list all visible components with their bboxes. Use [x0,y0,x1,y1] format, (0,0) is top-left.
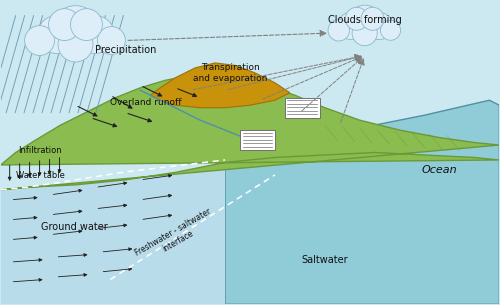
Bar [285,98,320,118]
Text: Overland runoff: Overland runoff [110,98,182,107]
Polygon shape [225,100,499,304]
Circle shape [361,7,384,30]
Circle shape [352,20,377,46]
Text: Saltwater: Saltwater [302,254,348,264]
Circle shape [346,5,382,41]
Polygon shape [0,163,225,304]
Circle shape [58,27,93,62]
Circle shape [380,20,400,40]
Text: Ocean: Ocean [422,165,458,175]
Circle shape [328,20,349,41]
Text: Transpiration
and evaporation: Transpiration and evaporation [193,63,267,83]
Text: Ground water: Ground water [40,222,108,232]
Circle shape [346,7,368,30]
Circle shape [38,16,76,53]
Circle shape [366,12,392,40]
Circle shape [48,9,80,41]
Text: Freshwater - saltwater
interface: Freshwater - saltwater interface [133,207,218,267]
Circle shape [338,12,364,40]
Text: Precipitation: Precipitation [94,45,156,56]
Text: Infiltration: Infiltration [18,145,62,155]
Circle shape [50,6,100,56]
Text: Clouds forming: Clouds forming [328,15,402,25]
Circle shape [70,9,102,41]
Circle shape [24,26,54,56]
Circle shape [98,27,126,55]
Circle shape [76,16,114,53]
Polygon shape [0,75,500,190]
Bar [240,130,275,150]
Polygon shape [150,63,290,108]
Text: Water table: Water table [16,171,64,180]
